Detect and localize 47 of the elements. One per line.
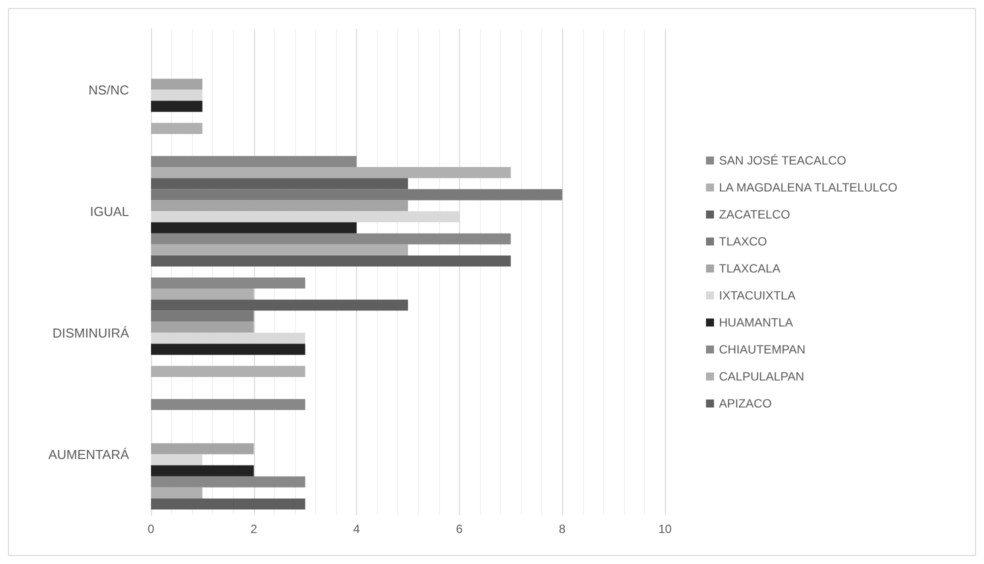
- legend-label: LA MAGDALENA TLALTELULCO: [719, 180, 898, 194]
- bar: [151, 366, 306, 377]
- legend-label: SAN JOSÉ TEACALCO: [719, 154, 846, 168]
- bar: [151, 78, 202, 90]
- bar: [151, 122, 202, 134]
- legend-label: CHIAUTEMPAN: [719, 342, 806, 356]
- x-tick-label: 4: [353, 522, 360, 536]
- legend-label: IXTACUIXTLA: [719, 288, 796, 302]
- legend-label: TLAXCALA: [719, 262, 780, 276]
- y-tick-label: IGUAL: [90, 204, 129, 219]
- bar: [151, 344, 306, 355]
- bar: [151, 200, 408, 212]
- x-tick-label: 0: [148, 522, 155, 536]
- legend-label: APIZACO: [719, 396, 772, 410]
- bar: [151, 322, 254, 333]
- x-tick-label: 6: [456, 522, 464, 536]
- bar: [151, 233, 511, 244]
- bar: [151, 167, 511, 178]
- bar: [151, 443, 254, 454]
- legend-label: HUAMANTLA: [719, 316, 794, 330]
- bar: [151, 398, 306, 410]
- bar: [151, 465, 254, 476]
- bar: [151, 476, 306, 488]
- legend-label: CALPULALPAN: [719, 370, 804, 384]
- bar: [151, 90, 202, 101]
- bar: [151, 300, 408, 311]
- bar: [151, 222, 357, 234]
- y-tick-label: AUMENTARÁ: [48, 446, 130, 462]
- x-tick-label: 2: [250, 522, 258, 536]
- x-tick-label: 8: [558, 522, 566, 536]
- bar: [151, 100, 202, 112]
- bar: [151, 498, 306, 510]
- bar: [151, 487, 202, 498]
- bar: [151, 255, 511, 267]
- bar: [151, 189, 562, 200]
- y-tick-label: DISMINUIRÁ: [52, 325, 130, 340]
- legend-label: ZACATELCO: [719, 208, 790, 222]
- x-tick-label: 10: [658, 522, 672, 536]
- y-tick-label: NS/NC: [88, 82, 129, 98]
- bar: [151, 277, 306, 289]
- bar: [151, 178, 408, 190]
- legend-label: TLAXCO: [719, 234, 768, 248]
- bar: [151, 156, 357, 168]
- bar: [151, 454, 202, 466]
- bar: [151, 244, 408, 256]
- bar: [151, 288, 254, 300]
- bar: [151, 310, 254, 322]
